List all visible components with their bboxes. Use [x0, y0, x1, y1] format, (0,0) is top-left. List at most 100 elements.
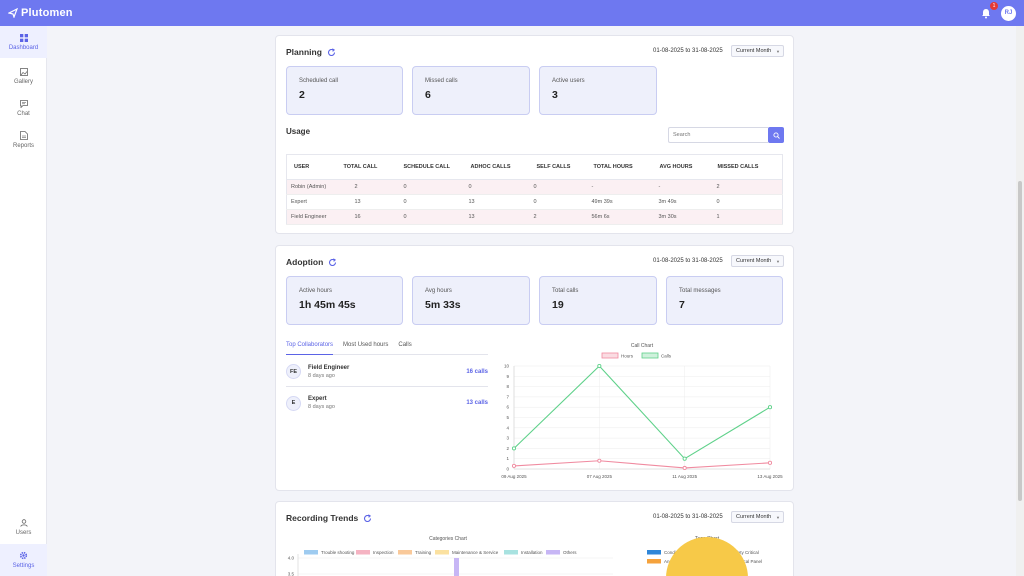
legend-swatch [601, 352, 619, 359]
column-header[interactable]: SELF CALLS [529, 154, 587, 180]
data-point [767, 460, 773, 465]
table-cell: 0 [529, 194, 587, 210]
user-icon [19, 518, 28, 527]
table-cell: 0 [710, 194, 783, 210]
table-row: Field Engineer 16 0 13 2 56m 6s 3m 30s 1 [286, 209, 783, 225]
table-cell: 13 [463, 194, 530, 210]
column-header[interactable]: SCHEDULE CALL [396, 154, 464, 180]
table-cell: Expert [286, 194, 337, 210]
sidebar-item-chat[interactable]: Chat [0, 92, 47, 124]
y-tick-label: 6 [506, 405, 509, 410]
collaborator-call-count: 16 calls [466, 368, 488, 375]
search-input[interactable] [668, 127, 768, 143]
chevron-down-icon: ▼ [776, 49, 780, 54]
data-point [682, 465, 687, 471]
stat-value: 1h 45m 45s [299, 299, 356, 311]
recording-trends-card: Recording Trends 01-08-2025 to 31-08-202… [275, 501, 794, 576]
collaborator-time: 8 days ago [308, 372, 335, 379]
stat-value: 19 [552, 299, 564, 311]
sidebar-item-label: Chat [17, 110, 30, 117]
tab-calls[interactable]: Calls [398, 342, 412, 348]
adoption-title: Adoption [286, 257, 324, 267]
bar [454, 558, 459, 576]
planning-title: Planning [286, 47, 322, 57]
sidebar-item-settings[interactable]: Settings [0, 544, 47, 576]
legend-swatch [647, 559, 661, 564]
document-icon [19, 131, 28, 140]
categories-chart: Categories Chart Trouble shooting Inspecti… [288, 536, 613, 576]
table-cell: 2 [529, 209, 587, 225]
notification-bell-icon[interactable]: 1 [979, 2, 998, 20]
column-header[interactable]: USER [286, 154, 337, 180]
list-item[interactable]: FE Field Engineer 8 days ago 16 calls [286, 357, 488, 387]
list-item[interactable]: E Expert 8 days ago 13 calls [286, 388, 488, 418]
page-scrollbar[interactable] [1016, 26, 1024, 576]
column-header[interactable]: TOTAL HOURS [586, 154, 653, 180]
column-header[interactable]: TOTAL CALL [336, 154, 397, 180]
refresh-icon[interactable] [363, 513, 372, 523]
table-cell: - [586, 179, 653, 195]
chart-title: Categories Chart [429, 536, 467, 542]
sidebar-item-dashboard[interactable]: Dashboard [0, 26, 47, 58]
collaborator-time: 8 days ago [308, 404, 335, 410]
stat-label: Scheduled call [299, 78, 339, 84]
legend-swatch [435, 550, 449, 555]
y-tick-label: 5 [506, 415, 509, 420]
series-line-calls [513, 365, 771, 460]
refresh-icon[interactable] [327, 47, 336, 57]
sidebar: Dashboard Gallery Chat Reports Users Set… [0, 26, 47, 576]
app-name: Plutomen [21, 7, 73, 19]
column-header[interactable]: MISSED CALLS [710, 154, 783, 180]
stat-card: Missed calls 6 [412, 66, 530, 115]
sidebar-item-label: Users [15, 529, 32, 536]
period-dropdown[interactable]: Current Month ▼ [731, 45, 784, 57]
tab-top-collaborators[interactable]: Top Collaborators [286, 342, 334, 355]
table-cell: 13 [463, 209, 530, 225]
user-avatar[interactable]: RJ [1001, 5, 1016, 21]
sidebar-item-gallery[interactable]: Gallery [0, 60, 47, 92]
data-point [767, 405, 773, 410]
table-cell: 13 [336, 194, 397, 210]
period-dropdown-value: Current Month [736, 258, 772, 264]
data-point [597, 363, 602, 369]
stat-label: Missed calls [425, 78, 458, 84]
stat-value: 2 [299, 89, 305, 101]
stat-card: Total calls 19 [539, 276, 657, 325]
table-cell: 0 [396, 209, 464, 225]
legend-swatch [398, 550, 412, 555]
legend-swatch [647, 550, 661, 555]
table-cell: 3m 30s [652, 209, 711, 225]
period-dropdown[interactable]: Current Month ▼ [731, 255, 784, 267]
search-button[interactable] [768, 127, 784, 143]
usage-search [668, 127, 784, 143]
legend-label: Electrical Panel [731, 559, 762, 564]
stat-value: 7 [679, 299, 685, 311]
data-point [511, 463, 517, 468]
table-cell: 16 [336, 209, 397, 225]
legend-label: Maintenance & Service [452, 550, 499, 555]
collaborator-call-count: 13 calls [466, 400, 488, 406]
refresh-icon[interactable] [328, 257, 337, 267]
sidebar-item-users[interactable]: Users [0, 511, 47, 543]
app-logo[interactable]: Plutomen [8, 7, 73, 19]
stat-card: Scheduled call 2 [286, 66, 403, 115]
column-header[interactable]: ADHOC CALLS [463, 154, 530, 180]
stat-card: Total messages 7 [666, 276, 783, 325]
chart-title: Call Chart [631, 343, 654, 349]
data-point [597, 458, 602, 463]
x-tick-label: 07 Aug 2025 [587, 474, 613, 479]
tab-most-used-hours[interactable]: Most Used hours [343, 342, 389, 348]
sidebar-item-reports[interactable]: Reports [0, 124, 47, 156]
table-cell: 0 [396, 194, 464, 210]
legend-label: Inspection [373, 550, 394, 555]
scrollbar-thumb[interactable] [1018, 181, 1022, 501]
gear-icon [19, 551, 28, 560]
usage-table: USER TOTAL CALL SCHEDULE CALL ADHOC CALL… [286, 154, 783, 225]
table-row: Robin (Admin) 2 0 0 0 - - 2 [286, 179, 783, 195]
table-row: Expert 13 0 13 0 49m 39s 3m 49s 0 [286, 194, 783, 210]
period-dropdown[interactable]: Current Month ▼ [731, 511, 784, 523]
table-cell: Robin (Admin) [286, 179, 337, 195]
series-line-hours [513, 460, 771, 469]
column-header[interactable]: AVG HOURS [652, 154, 711, 180]
table-cell: 2 [710, 179, 783, 195]
